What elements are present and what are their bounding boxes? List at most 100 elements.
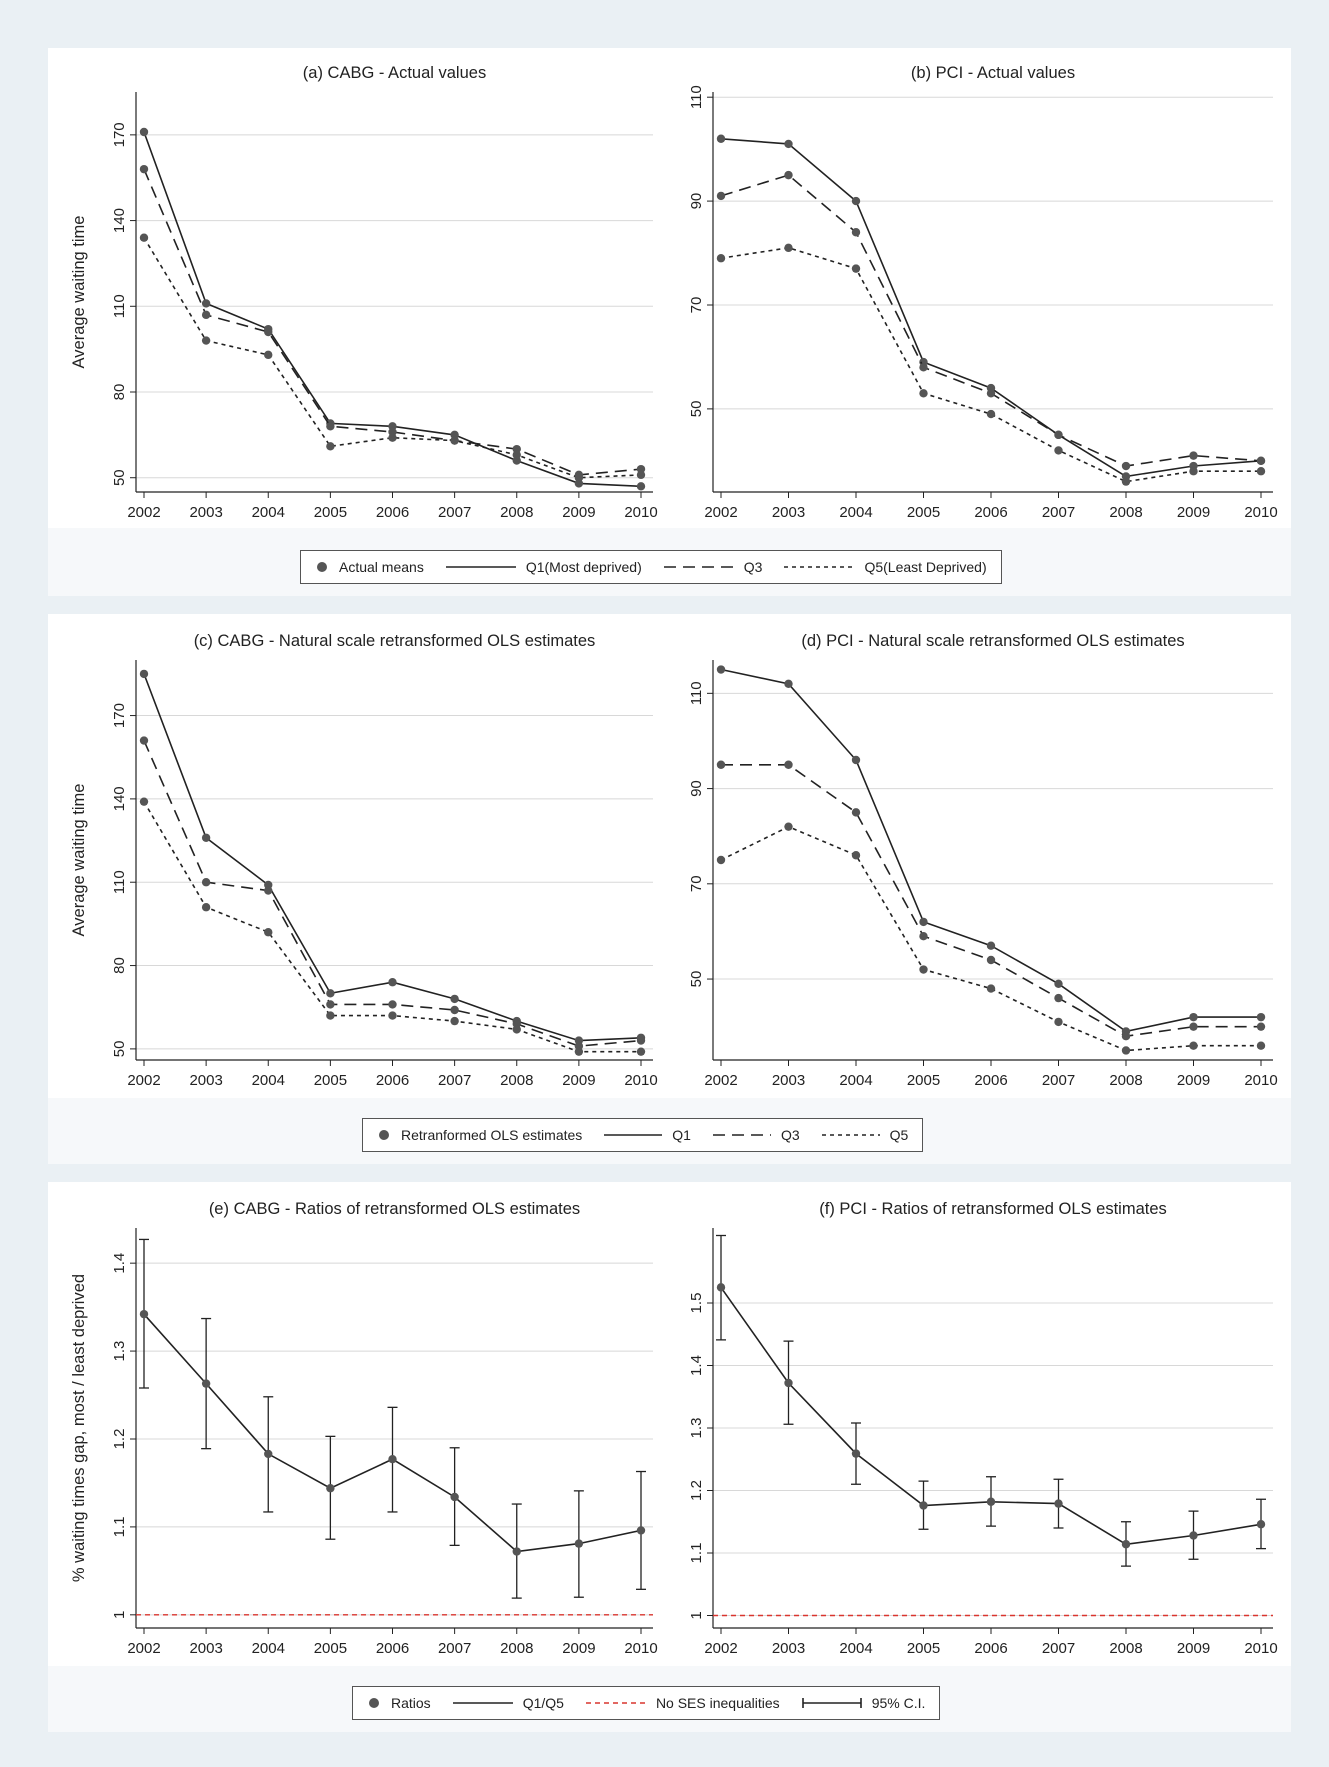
data-point xyxy=(450,994,459,1004)
data-point xyxy=(1256,1520,1266,1529)
data-point xyxy=(1121,1540,1131,1549)
data-point xyxy=(919,931,928,941)
x-tick-label: 2007 xyxy=(438,504,471,521)
data-point xyxy=(986,409,996,419)
data-point xyxy=(264,1449,273,1459)
legend-item-q3: Q3 xyxy=(663,559,762,575)
y-axis-label: % waiting times gap, most / least depriv… xyxy=(70,1274,88,1582)
data-point xyxy=(139,127,149,137)
x-tick-label: 2008 xyxy=(500,1072,533,1089)
data-point xyxy=(1189,1012,1198,1022)
y-tick-label: 110 xyxy=(111,870,128,894)
data-point xyxy=(716,134,726,143)
x-tick-label: 2009 xyxy=(1177,504,1210,521)
data-point xyxy=(1189,1041,1198,1050)
x-tick-label: 2006 xyxy=(376,1072,409,1089)
x-tick-label: 2007 xyxy=(1042,1072,1075,1089)
data-point xyxy=(326,442,335,451)
data-point xyxy=(1121,461,1131,471)
y-tick-label: 1.1 xyxy=(688,1543,705,1564)
y-tick-label: 1 xyxy=(688,1611,705,1619)
y-tick-label: 170 xyxy=(111,703,128,728)
data-point xyxy=(986,1497,996,1506)
x-tick-label: 2008 xyxy=(1109,1640,1142,1657)
x-tick-label: 2007 xyxy=(1042,504,1075,521)
data-point xyxy=(716,855,726,865)
y-tick-label: 80 xyxy=(111,957,128,974)
x-tick-label: 2010 xyxy=(624,504,657,521)
data-point xyxy=(636,470,646,480)
legend-label: No SES inequalities xyxy=(655,1695,780,1711)
chart-title: (b) PCI - Actual values xyxy=(911,64,1075,82)
data-point xyxy=(1054,446,1063,455)
data-point xyxy=(1189,1022,1198,1031)
y-tick-label: 140 xyxy=(111,208,128,233)
x-tick-label: 2010 xyxy=(1244,1072,1277,1089)
x-tick-label: 2002 xyxy=(127,1072,160,1089)
y-tick-label: 140 xyxy=(111,786,128,811)
data-point xyxy=(784,760,793,769)
data-point xyxy=(512,1025,521,1034)
y-tick-label: 170 xyxy=(111,122,128,147)
x-tick-label: 2007 xyxy=(1042,1640,1075,1657)
x-tick-label: 2010 xyxy=(1244,1640,1277,1657)
x-tick-label: 2010 xyxy=(624,1072,657,1089)
legend-item-q5: Q5 xyxy=(821,1127,908,1143)
y-axis-label: Average waiting time xyxy=(70,216,88,369)
legend-item-no-ses: No SES inequalities xyxy=(585,1695,780,1711)
y-tick-label: 110 xyxy=(688,85,705,109)
panel-row-bg xyxy=(48,48,1291,528)
data-point xyxy=(326,989,335,998)
data-point xyxy=(1054,1499,1063,1508)
data-point xyxy=(1054,430,1063,440)
series-line xyxy=(720,825,1261,1052)
data-point xyxy=(1256,1022,1266,1031)
data-point xyxy=(851,228,861,237)
data-point xyxy=(784,243,793,253)
chart-title: (e) CABG - Ratios of retransformed OLS e… xyxy=(209,1200,580,1218)
legend-label: 95% C.I. xyxy=(871,1695,926,1711)
data-point xyxy=(1054,1017,1063,1027)
x-tick-label: 2002 xyxy=(704,1072,737,1089)
data-point xyxy=(388,978,397,987)
dashed-line-swatch xyxy=(712,1134,771,1136)
data-point xyxy=(636,1526,646,1535)
legend-item-q1: Q1(Most deprived) xyxy=(445,559,642,575)
chart-c: 50 80 110 140 170 2002 2003 2004 2005 2006 2007 200… xyxy=(70,632,658,1089)
chart-title: (f) PCI - Ratios of retransformed OLS es… xyxy=(819,1200,1167,1218)
y-tick-label: 1.2 xyxy=(111,1429,128,1450)
y-tick-label: 70 xyxy=(688,297,705,314)
chart-b: 50 70 90 110 2002 2003 2004 2005 2006 2007 2008 200… xyxy=(688,64,1278,521)
x-tick-label: 2004 xyxy=(839,504,872,521)
data-point xyxy=(201,299,211,308)
x-tick-label: 2002 xyxy=(704,504,737,521)
data-point xyxy=(716,191,726,201)
y-tick-label: 1 xyxy=(111,1611,128,1619)
solid-line-swatch xyxy=(604,1134,663,1136)
data-point xyxy=(851,808,861,817)
x-tick-label: 2007 xyxy=(438,1072,471,1089)
data-point xyxy=(1256,467,1266,476)
legend-label: Q5(Least Deprived) xyxy=(864,559,987,575)
data-point xyxy=(636,482,646,491)
legend-label: Actual means xyxy=(339,559,424,575)
data-point xyxy=(1121,1031,1131,1041)
y-tick-label: 90 xyxy=(688,780,705,797)
legend-estimates: Retranformed OLS estimates Q1 Q3 Q5 xyxy=(362,1118,924,1152)
data-point xyxy=(851,1449,861,1458)
data-point xyxy=(919,917,928,927)
solid-line-swatch xyxy=(452,1702,513,1704)
y-tick-label: 1.3 xyxy=(111,1341,128,1362)
y-tick-label: 50 xyxy=(688,971,705,988)
dashed-line-swatch xyxy=(663,566,734,568)
chart-title: (a) CABG - Actual values xyxy=(303,64,486,82)
data-point xyxy=(388,1455,397,1464)
data-point xyxy=(450,1005,459,1015)
y-tick-label: 1.1 xyxy=(111,1516,128,1537)
data-point xyxy=(450,1492,459,1502)
y-tick-label: 50 xyxy=(688,401,705,418)
ci-swatch xyxy=(801,1698,862,1708)
data-point xyxy=(986,941,996,950)
data-point xyxy=(851,264,861,273)
